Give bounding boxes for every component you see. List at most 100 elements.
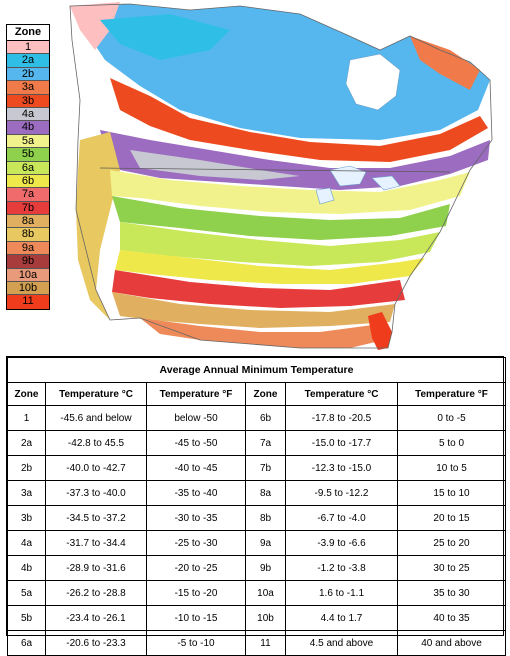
table-cell: 35 to 30	[397, 580, 506, 606]
map-graphic	[69, 2, 493, 350]
table-cell: 2a	[7, 430, 46, 456]
legend-zone-10b: 10b	[7, 282, 49, 296]
table-cell: below -50	[146, 405, 246, 431]
table-cell: 30 to 25	[397, 555, 506, 581]
legend-zone-4a: 4a	[7, 107, 49, 122]
table-row: 4a -31.7 to -34.4 -25 to -30 9a -3.9 to -6.6…	[7, 530, 506, 556]
table-cell: -10 to -15	[146, 605, 246, 631]
table-row: 4b -28.9 to -31.6 -20 to -25 9b -1.2 to -3.8…	[7, 555, 506, 581]
table-cell: -37.3 to -40.0	[45, 480, 147, 506]
legend-zone-6b: 6b	[7, 174, 49, 189]
table-cell: -40.0 to -42.7	[45, 455, 147, 481]
table-cell: 5a	[7, 580, 46, 606]
legend-zone-8b: 8b	[7, 228, 49, 242]
legend-zone-5b: 5b	[7, 148, 49, 162]
table-cell: -25 to -30	[146, 530, 246, 556]
zone-3a-band-east	[410, 36, 480, 90]
table-cell: -15 to -20	[146, 580, 246, 606]
zone-6b-band	[115, 250, 425, 284]
table-cell: 20 to 15	[397, 505, 506, 531]
table-cell: -26.2 to -28.8	[45, 580, 147, 606]
table-cell: 6b	[245, 405, 286, 431]
table-cell: 1	[7, 405, 46, 431]
column-header: Temperature °F	[146, 382, 246, 406]
table-cell: 1.6 to -1.1	[285, 580, 398, 606]
table-cell: 10a	[245, 580, 286, 606]
table-cell: 2b	[7, 455, 46, 481]
table-row: 2b -40.0 to -42.7 -40 to -45 7b -12.3 to -15…	[7, 455, 506, 481]
zone-4a-band	[130, 150, 300, 180]
zone-3b-belt	[110, 78, 488, 162]
table-body: 1 -45.6 and below below -50 6b -17.8 to -20.…	[7, 405, 506, 656]
table-cell: -6.7 to -4.0	[285, 505, 398, 531]
zone-6-band	[120, 222, 440, 266]
table-cell: -45 to -50	[146, 430, 246, 456]
table-title: Average Annual Minimum Temperature	[7, 357, 506, 383]
table-row: 1 -45.6 and below below -50 6b -17.8 to -20.…	[7, 405, 506, 431]
table-cell: -9.5 to -12.2	[285, 480, 398, 506]
zone-legend: Zone 1 2a 2b 3a 3b 4a 4b 5a 5b 6a 6b 7a 7b 8a 8b 9a 9b 10…	[6, 24, 50, 310]
table-cell: 4.5 and above	[285, 630, 398, 656]
legend-zone-2a: 2a	[7, 54, 49, 68]
table-cell: 7a	[245, 430, 286, 456]
table-cell: 11	[245, 630, 286, 656]
legend-zone-7b: 7b	[7, 201, 49, 216]
table-cell: 10 to 5	[397, 455, 506, 481]
table-cell: -5 to -10	[146, 630, 246, 656]
zone-west-coast	[76, 132, 120, 320]
table-cell: -1.2 to -3.8	[285, 555, 398, 581]
table-cell: -20.6 to -23.3	[45, 630, 147, 656]
legend-swatches: 1 2a 2b 3a 3b 4a 4b 5a 5b 6a 6b 7a 7b 8a 8b 9a 9b 10a 10b 1…	[7, 41, 49, 309]
table-cell: -34.5 to -37.2	[45, 505, 147, 531]
legend-zone-3a: 3a	[7, 81, 49, 95]
hudson-bay	[345, 53, 401, 111]
table-cell: 40 and above	[397, 630, 506, 656]
table-header-row: Zone Temperature °C Temperature °F Zone Temp…	[7, 382, 506, 406]
column-header: Zone	[7, 382, 46, 406]
legend-zone-10a: 10a	[7, 268, 49, 283]
legend-zone-7a: 7a	[7, 188, 49, 202]
table-cell: -42.8 to 45.5	[45, 430, 147, 456]
table-cell: 5 to 0	[397, 430, 506, 456]
legend-title: Zone	[7, 25, 49, 41]
legend-zone-9a: 9a	[7, 241, 49, 256]
column-header: Temperature °F	[397, 382, 506, 406]
table-cell: 7b	[245, 455, 286, 481]
temperature-table-panel: Average Annual Minimum Temperature Zone T…	[6, 356, 506, 656]
table-cell: -23.4 to -26.1	[45, 605, 147, 631]
temperature-table: Average Annual Minimum Temperature Zone T…	[7, 357, 506, 656]
table-cell: -15.0 to -17.7	[285, 430, 398, 456]
column-header: Temperature °C	[285, 382, 398, 406]
table-cell: -45.6 and below	[45, 405, 147, 431]
country-border	[99, 167, 451, 173]
table-cell: -20 to -25	[146, 555, 246, 581]
table-cell: -30 to -35	[146, 505, 246, 531]
table-cell: 4a	[7, 530, 46, 556]
table-cell: -28.9 to -31.6	[45, 555, 147, 581]
legend-zone-9b: 9b	[7, 255, 49, 269]
legend-zone-2b: 2b	[7, 67, 49, 82]
table-row: 5b -23.4 to -26.1 -10 to -15 10b 4.4 to 1.7 4…	[7, 605, 506, 631]
coast-outline	[69, 3, 493, 349]
legend-zone-5a: 5a	[7, 134, 49, 149]
legend-zone-3b: 3b	[7, 94, 49, 108]
zone-2a-band	[100, 14, 230, 60]
legend-zone-4b: 4b	[7, 121, 49, 135]
table-row: 5a -26.2 to -28.8 -15 to -20 10a 1.6 to -1.1…	[7, 580, 506, 606]
table-cell: 9b	[245, 555, 286, 581]
table-cell: 15 to 10	[397, 480, 506, 506]
legend-zone-11: 11	[7, 295, 49, 309]
table-cell: 9a	[245, 530, 286, 556]
zone-9-band	[140, 318, 384, 348]
table-cell: -35 to -40	[146, 480, 246, 506]
legend-zone-6a: 6a	[7, 161, 49, 175]
table-row: 3a -37.3 to -40.0 -35 to -40 8a -9.5 to -12.…	[7, 480, 506, 506]
table-cell: -3.9 to -6.6	[285, 530, 398, 556]
table-cell: 25 to 20	[397, 530, 506, 556]
table-cell: 3a	[7, 480, 46, 506]
table-cell: 40 to 35	[397, 605, 506, 631]
table-cell: 6a	[7, 630, 46, 656]
table-cell: 8a	[245, 480, 286, 506]
table-cell: 3b	[7, 505, 46, 531]
great-lakes	[315, 165, 401, 205]
